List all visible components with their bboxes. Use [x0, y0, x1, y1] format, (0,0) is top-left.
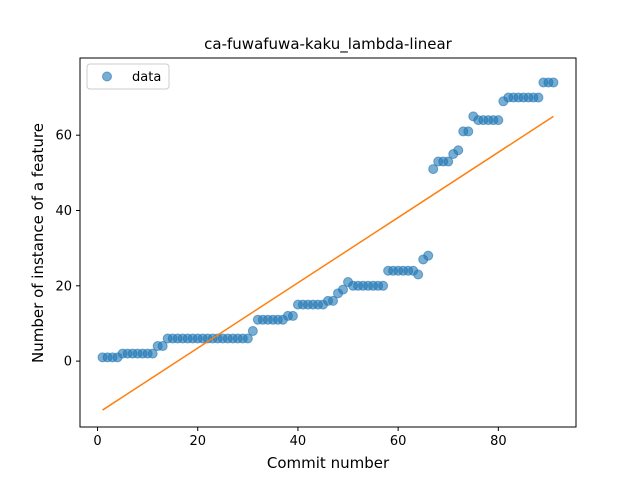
data-point [413, 269, 424, 280]
data-point [548, 77, 559, 88]
x-axis-label: Commit number [267, 454, 390, 472]
data-point [423, 250, 434, 261]
data-point [287, 310, 298, 321]
data-point [533, 92, 544, 103]
axes: 0 20 40 60 80 0 20 40 60 [55, 57, 577, 449]
x-tick-label: 40 [290, 434, 307, 449]
data-point [157, 341, 168, 352]
data-point [443, 156, 454, 167]
legend: data [86, 63, 170, 90]
data-point [493, 115, 504, 126]
data-point [338, 284, 349, 295]
x-tick-label: 80 [490, 434, 507, 449]
data-point [247, 325, 258, 336]
y-tick-label: 0 [64, 355, 72, 370]
data-point [428, 164, 439, 175]
data-point [463, 126, 474, 137]
x-tick-label: 60 [390, 434, 407, 449]
data-point [453, 145, 464, 156]
plot-frame [79, 57, 577, 428]
data-point [328, 295, 339, 306]
x-tick-label: 20 [189, 434, 206, 449]
y-tick-label: 40 [55, 204, 72, 219]
legend-box [86, 63, 170, 90]
y-tick-label: 60 [55, 129, 72, 144]
data-point [242, 333, 253, 344]
data-point [147, 348, 158, 359]
legend-label-data: data [132, 70, 161, 85]
x-tick-label: 0 [93, 434, 101, 449]
legend-marker-data [102, 71, 112, 82]
y-axis-label: Number of instance of a feature [29, 123, 47, 363]
data-point [378, 280, 389, 291]
plot-area [97, 77, 559, 411]
y-tick-label: 20 [55, 279, 72, 294]
fit-line [102, 115, 554, 411]
chart-title: ca-fuwafuwa-kaku_lambda-linear [204, 35, 452, 54]
